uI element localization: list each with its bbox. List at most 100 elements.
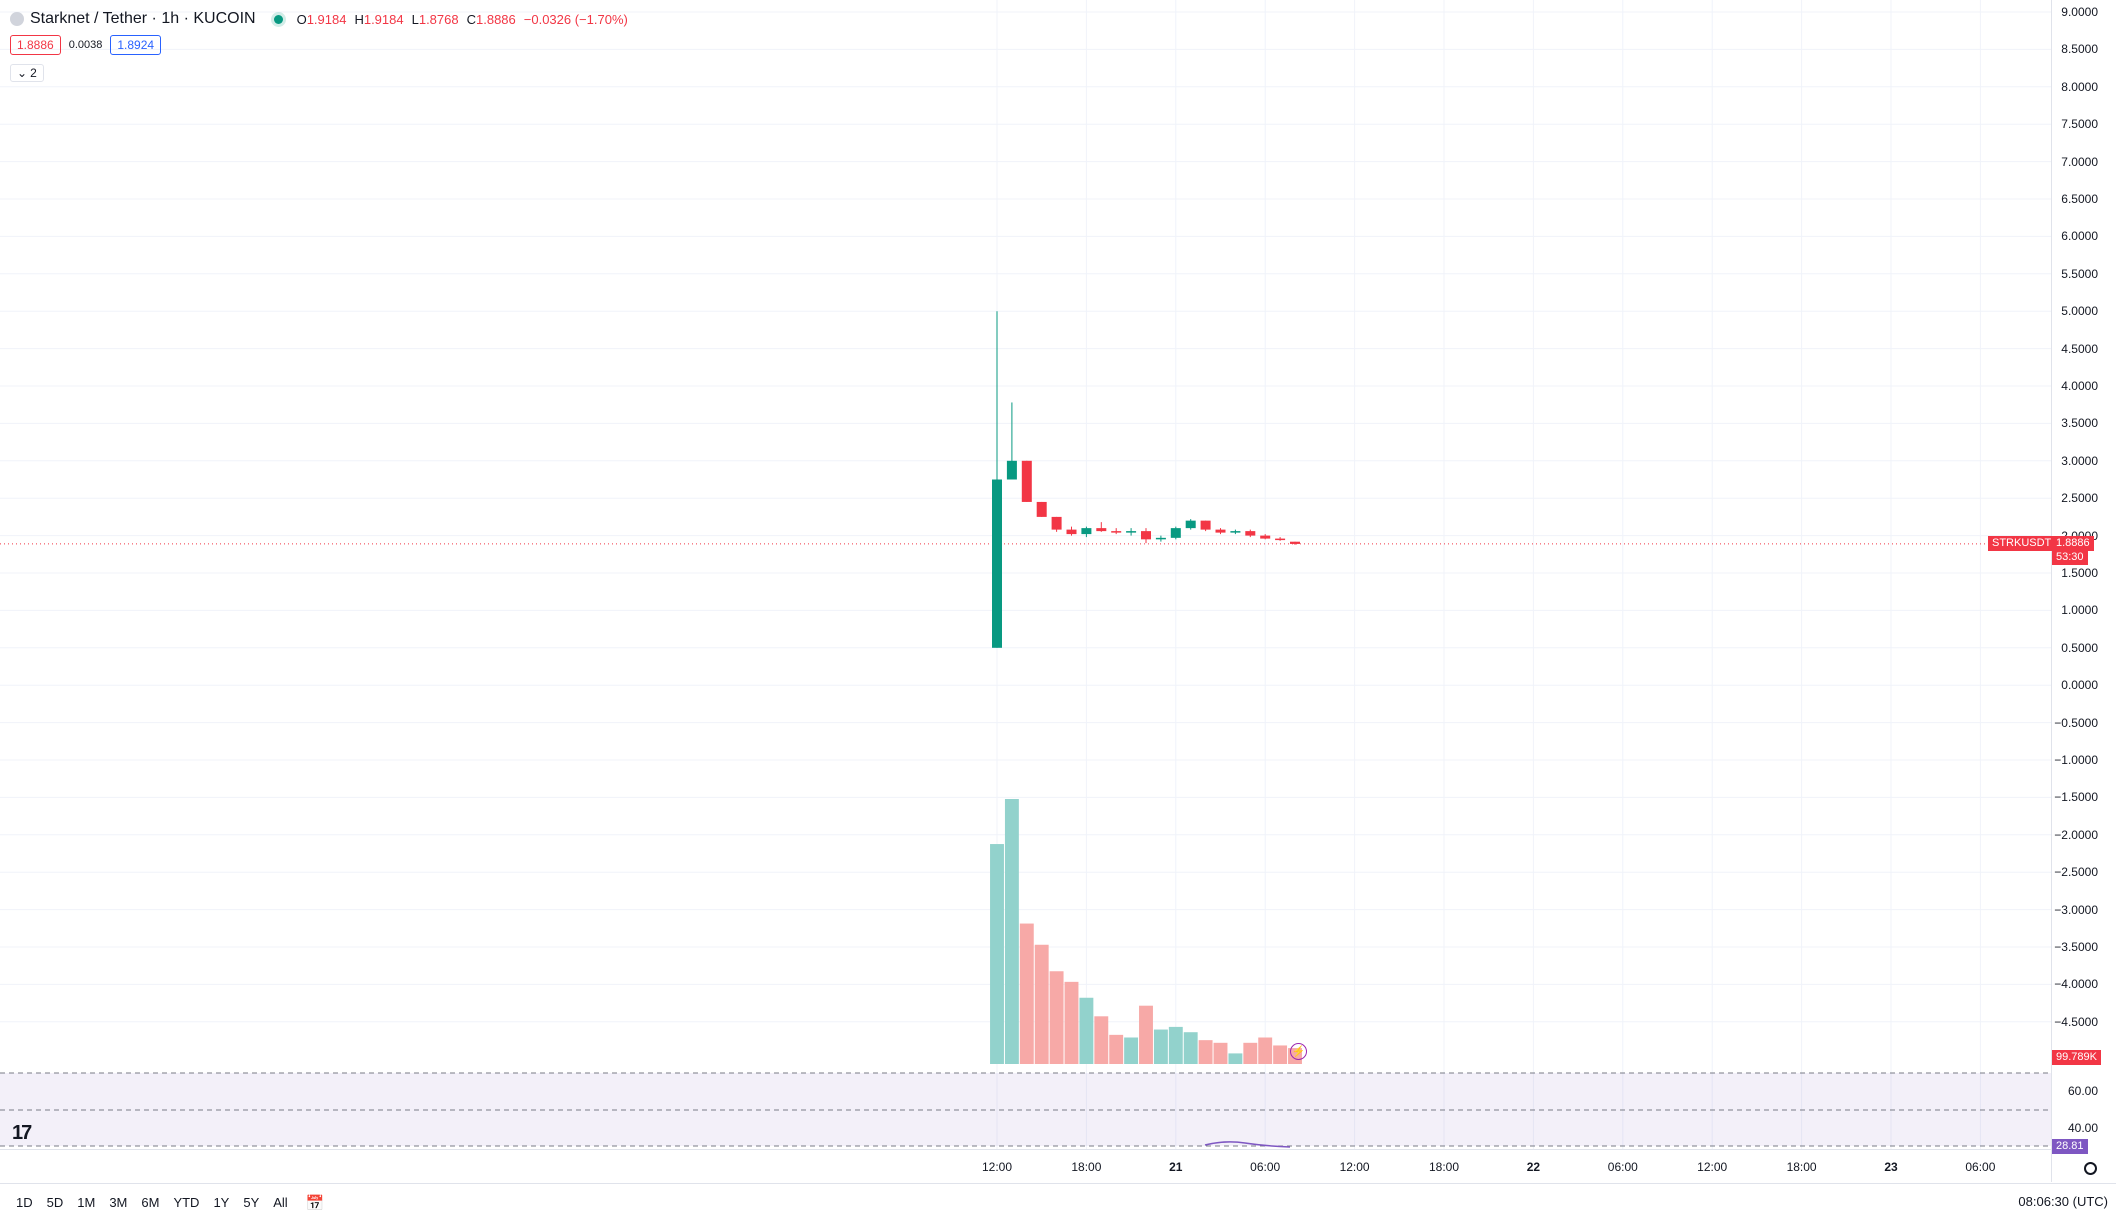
candle-body	[1200, 520, 1211, 530]
candle-body	[1126, 531, 1137, 533]
volume-bar	[1079, 997, 1094, 1064]
price-axis-label: −1.0000	[2054, 753, 2098, 767]
range-3m-button[interactable]: 3M	[109, 1195, 128, 1210]
ohlc-close: C1.8886	[466, 11, 516, 27]
price-axis-label: −4.0000	[2054, 977, 2098, 992]
indicators-toggle-button[interactable]: ⌄ 2	[10, 64, 44, 82]
candle-body	[1290, 541, 1300, 544]
candle-body	[1141, 531, 1151, 540]
volume-bar	[990, 844, 1004, 1064]
candle-body	[1275, 538, 1286, 541]
bid-price-button[interactable]: 1.8886	[10, 35, 61, 55]
price-axis-label: 8.5000	[2061, 42, 2098, 57]
ohlc-low: L1.8768	[411, 11, 459, 27]
volume-bar	[1258, 1037, 1273, 1064]
rsi-axis-label: 60.00	[2067, 1084, 2098, 1098]
range-1m-button[interactable]: 1M	[77, 1195, 96, 1210]
ohlc-open: O1.9184	[296, 11, 347, 27]
time-axis-label: 06:00	[1250, 1160, 1281, 1174]
price-axis-label: 9.0000	[2061, 5, 2098, 19]
candle-body	[1215, 529, 1226, 533]
price-axis-label: 5.0000	[2061, 304, 2098, 319]
rsi-line	[1204, 1141, 1291, 1148]
candle-body	[1006, 460, 1017, 480]
candle-body	[1051, 516, 1062, 530]
volume-bar	[1109, 1034, 1124, 1064]
symbol-header[interactable]: Starknet / Tether · 1h · KUCOIN O1.9184 …	[10, 9, 636, 29]
candle-body	[1111, 531, 1122, 533]
time-axis-label: 18:00	[1786, 1160, 1817, 1174]
volume-bar	[1064, 981, 1079, 1064]
volume-bar	[1243, 1042, 1258, 1064]
time-axis-label: 21	[1169, 1160, 1183, 1174]
volume-bar	[1228, 1053, 1243, 1064]
time-axis[interactable]	[0, 1149, 2051, 1183]
volume-tag: 99.789K	[2052, 1050, 2101, 1065]
price-axis-label: 3.5000	[2061, 416, 2098, 431]
volume-bar	[1019, 923, 1034, 1064]
settings-icon[interactable]	[2084, 1162, 2097, 1175]
candle-body	[1260, 535, 1271, 539]
indicators-count: 2	[30, 66, 37, 80]
time-axis-label: 18:00	[1428, 1160, 1460, 1174]
price-axis-label: 6.5000	[2061, 192, 2098, 206]
candle-body	[1021, 460, 1032, 502]
price-axis-label: 7.5000	[2061, 117, 2098, 132]
price-axis-label: 1.0000	[2061, 603, 2098, 618]
date-range-icon[interactable]: 📅	[305, 1194, 325, 1212]
price-axis-label: −2.0000	[2054, 827, 2098, 842]
price-axis-label: 8.0000	[2061, 79, 2098, 94]
volume-bar	[1168, 1026, 1183, 1064]
range-1y-button[interactable]: 1Y	[213, 1195, 230, 1210]
symbol-title[interactable]: Starknet / Tether · 1h · KUCOIN	[30, 10, 256, 27]
flash-icon[interactable]: ⚡	[1290, 1043, 1307, 1060]
chevron-down-icon: ⌄	[17, 66, 28, 80]
price-axis-label: 4.5000	[2061, 341, 2098, 356]
time-axis-label: 18:00	[1071, 1160, 1102, 1174]
price-axis-label: 6.0000	[2061, 229, 2098, 244]
price-axis-label: 0.0000	[2061, 678, 2098, 693]
volume-bar	[1049, 971, 1064, 1064]
market-status-icon[interactable]	[273, 14, 283, 24]
price-axis-label: 2.5000	[2061, 491, 2098, 506]
ohlc-high: H1.9184	[354, 11, 404, 27]
symbol-price-tag: STRKUSDT	[1988, 535, 2056, 551]
time-axis-label: 12:00	[1697, 1160, 1728, 1174]
volume-bar	[1094, 1016, 1109, 1064]
candle-body	[1036, 501, 1047, 517]
ask-price-button[interactable]: 1.8924	[110, 35, 162, 55]
range-6m-button[interactable]: 6M	[141, 1195, 160, 1210]
volume-bar	[1198, 1040, 1213, 1064]
rsi-band	[0, 1073, 2051, 1146]
rsi-axis-label: 40.00	[2067, 1121, 2098, 1135]
last-price-tag: 1.8886	[2052, 535, 2094, 551]
time-axis-label: 06:00	[1965, 1160, 1996, 1174]
range-all-button[interactable]: All	[273, 1195, 288, 1210]
tradingview-logo[interactable]: 17	[12, 1122, 32, 1144]
rsi-value-tag: 28.81	[2052, 1139, 2088, 1154]
volume-bar	[1034, 944, 1049, 1064]
spread-value: 0.0038	[68, 39, 103, 51]
clock-display[interactable]: 08:06:30 (UTC)	[2018, 1194, 2108, 1209]
ohlc-change: −0.0326 (−1.70%)	[523, 11, 628, 27]
price-axis-label: 4.0000	[2061, 379, 2098, 393]
candle-body	[992, 479, 1002, 648]
time-axis-label: 12:00	[1339, 1160, 1370, 1174]
range-5d-button[interactable]: 5D	[46, 1195, 64, 1210]
candle-body	[1185, 520, 1196, 529]
volume-bar	[1139, 1005, 1153, 1064]
range-5y-button[interactable]: 5Y	[243, 1195, 260, 1210]
candle-body	[1170, 528, 1181, 538]
range-1d-button[interactable]: 1D	[16, 1195, 33, 1210]
bottom-toolbar: 1D 5D 1M 3M 6M YTD 1Y 5Y All 📅	[0, 1183, 2116, 1221]
starknet-logo-icon	[10, 12, 24, 26]
chart-canvas[interactable]	[0, 0, 2116, 1182]
bar-countdown-tag: 53:30	[2052, 549, 2088, 565]
volume-bar	[1004, 799, 1019, 1064]
price-axis-label: 3.0000	[2061, 453, 2098, 468]
volume-bar	[1124, 1037, 1139, 1064]
price-axis-label: −1.5000	[2054, 790, 2098, 805]
range-ytd-button[interactable]: YTD	[173, 1195, 200, 1210]
time-axis-label: 23	[1884, 1160, 1898, 1174]
